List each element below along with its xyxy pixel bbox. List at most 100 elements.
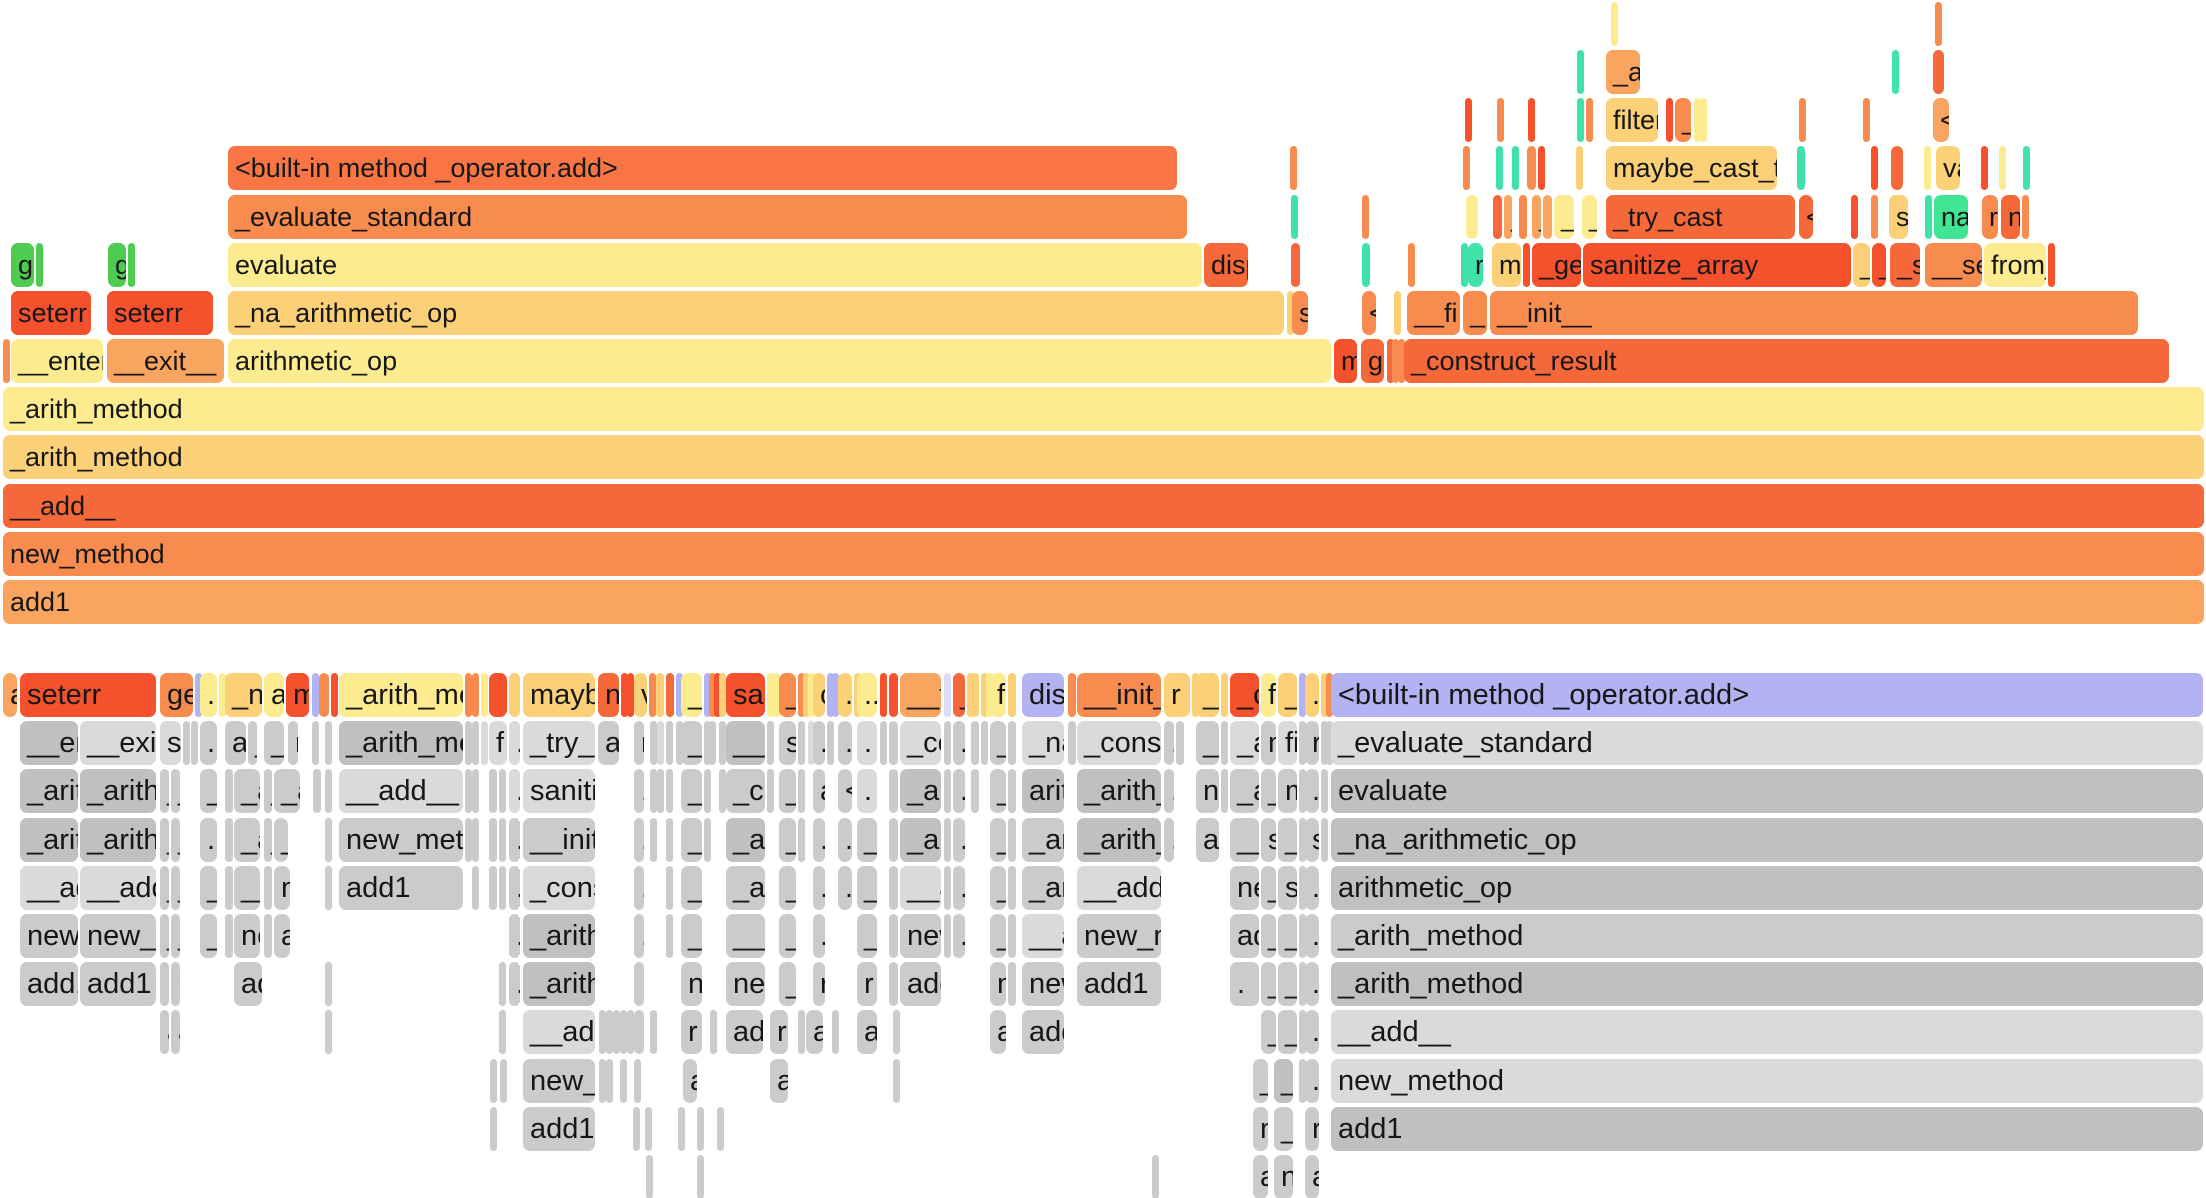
frame-bar[interactable]: _	[1582, 194, 1597, 239]
frame-bar[interactable]	[465, 817, 472, 862]
frame-bar[interactable]: add1	[1022, 1010, 1064, 1055]
frame-bar[interactable]: _	[1675, 98, 1691, 143]
frame-bar[interactable]: .	[813, 865, 825, 910]
frame-bar[interactable]: _	[1261, 769, 1276, 814]
frame-bar[interactable]: _	[857, 914, 877, 958]
frame-bar[interactable]: n	[598, 673, 619, 717]
frame-bar[interactable]: s	[1261, 817, 1276, 862]
frame-bar[interactable]: <	[838, 769, 852, 814]
frame-bar[interactable]	[1321, 721, 1328, 766]
frame-bar[interactable]	[666, 769, 673, 814]
frame-bar[interactable]: _	[1463, 290, 1487, 335]
frame-bar[interactable]: .	[838, 817, 852, 862]
frame-bar[interactable]: _	[990, 865, 1006, 910]
frame-bar[interactable]: r	[1305, 1106, 1319, 1151]
frame-bar[interactable]	[1299, 673, 1306, 717]
frame-bar[interactable]: ..	[857, 673, 877, 717]
frame-bar[interactable]: seterr	[107, 290, 213, 335]
frame-bar[interactable]: _	[681, 673, 702, 717]
frame-bar[interactable]: new_method	[1331, 1058, 2203, 1103]
frame-bar[interactable]	[678, 1106, 685, 1151]
frame-bar[interactable]: __	[1230, 817, 1259, 862]
frame-bar[interactable]	[1008, 865, 1016, 910]
frame-bar[interactable]	[1700, 98, 1707, 143]
frame-bar[interactable]: _	[1261, 865, 1276, 910]
frame-bar[interactable]: ne	[726, 962, 765, 1007]
frame-bar[interactable]: __add__	[3, 483, 2204, 528]
frame-bar[interactable]	[465, 673, 472, 717]
frame-bar[interactable]: m	[1278, 769, 1297, 814]
frame-bar[interactable]: __enter__	[11, 339, 103, 384]
frame-bar[interactable]	[889, 914, 898, 958]
frame-bar[interactable]: r	[634, 721, 644, 766]
frame-bar[interactable]	[1611, 2, 1618, 46]
frame-bar[interactable]: arithmetic_op	[1331, 865, 2203, 910]
frame-bar[interactable]	[219, 673, 226, 717]
frame-bar[interactable]	[1326, 721, 1333, 766]
frame-bar[interactable]	[620, 1010, 627, 1055]
frame-bar[interactable]: _	[1872, 242, 1886, 287]
frame-bar[interactable]: _	[274, 817, 288, 862]
frame-bar[interactable]: .	[944, 914, 951, 958]
frame-bar[interactable]: .	[953, 769, 965, 814]
frame-bar[interactable]: sa	[726, 673, 765, 717]
frame-bar[interactable]	[627, 673, 634, 717]
frame-bar[interactable]: s	[779, 721, 796, 766]
frame-bar[interactable]: _arith	[20, 769, 78, 814]
frame-bar[interactable]	[489, 865, 497, 910]
frame-bar[interactable]	[1299, 865, 1306, 910]
frame-bar[interactable]	[704, 769, 711, 814]
frame-bar[interactable]: _evaluate_standard	[228, 194, 1187, 239]
frame-bar[interactable]: .	[838, 865, 852, 910]
frame-bar[interactable]: maybe_ca	[523, 673, 595, 717]
frame-bar[interactable]: _	[681, 865, 702, 910]
frame-bar[interactable]	[1008, 769, 1016, 814]
frame-bar[interactable]	[472, 865, 479, 910]
frame-bar[interactable]: n	[264, 865, 272, 910]
frame-bar[interactable]	[1797, 146, 1805, 191]
frame-bar[interactable]	[1461, 242, 1468, 287]
frame-bar[interactable]: _a	[264, 721, 284, 766]
frame-bar[interactable]: a	[225, 914, 233, 958]
frame-bar[interactable]: .	[944, 721, 951, 766]
frame-bar[interactable]	[331, 673, 338, 717]
frame-bar[interactable]	[1924, 146, 1931, 191]
frame-bar[interactable]: _construc	[523, 865, 595, 910]
frame-bar[interactable]: arithmetic_op	[228, 339, 1331, 384]
frame-bar[interactable]	[697, 1106, 704, 1151]
frame-bar[interactable]: n	[990, 962, 1006, 1007]
frame-bar[interactable]	[1527, 146, 1536, 191]
frame-bar[interactable]	[1362, 194, 1369, 239]
frame-bar[interactable]: sanitize_a	[523, 769, 595, 814]
frame-bar[interactable]: a	[598, 721, 619, 766]
frame-bar[interactable]: .	[1305, 914, 1319, 958]
frame-bar[interactable]	[1577, 50, 1584, 95]
frame-bar[interactable]: new	[1022, 962, 1064, 1007]
frame-bar[interactable]: _	[1261, 962, 1276, 1007]
frame-bar[interactable]: a	[1305, 1155, 1319, 1198]
frame-bar[interactable]	[312, 673, 319, 717]
frame-bar[interactable]: n	[2001, 194, 2020, 239]
frame-bar[interactable]	[1851, 194, 1858, 239]
frame-bar[interactable]: .	[1305, 865, 1319, 910]
frame-bar[interactable]	[676, 721, 683, 766]
frame-bar[interactable]	[650, 1010, 657, 1055]
frame-bar[interactable]	[981, 721, 988, 766]
frame-bar[interactable]: _na_arithmetic_op	[1331, 817, 2203, 862]
frame-bar[interactable]: __add__	[339, 769, 463, 814]
frame-bar[interactable]: va	[1936, 146, 1960, 191]
frame-bar[interactable]: __f	[900, 673, 941, 717]
frame-bar[interactable]: r	[770, 1010, 788, 1055]
frame-bar[interactable]: _	[200, 769, 217, 814]
frame-bar[interactable]	[832, 673, 839, 717]
frame-bar[interactable]	[717, 1106, 724, 1151]
frame-bar[interactable]	[195, 673, 202, 717]
frame-bar[interactable]: .	[225, 817, 233, 862]
frame-bar[interactable]: _	[1274, 1106, 1293, 1151]
frame-bar[interactable]	[634, 962, 644, 1007]
frame-bar[interactable]	[986, 673, 993, 717]
frame-bar[interactable]	[767, 673, 774, 717]
frame-bar[interactable]: __init__	[1077, 673, 1161, 717]
frame-bar[interactable]: c	[813, 673, 825, 717]
frame-bar[interactable]	[1493, 194, 1502, 239]
